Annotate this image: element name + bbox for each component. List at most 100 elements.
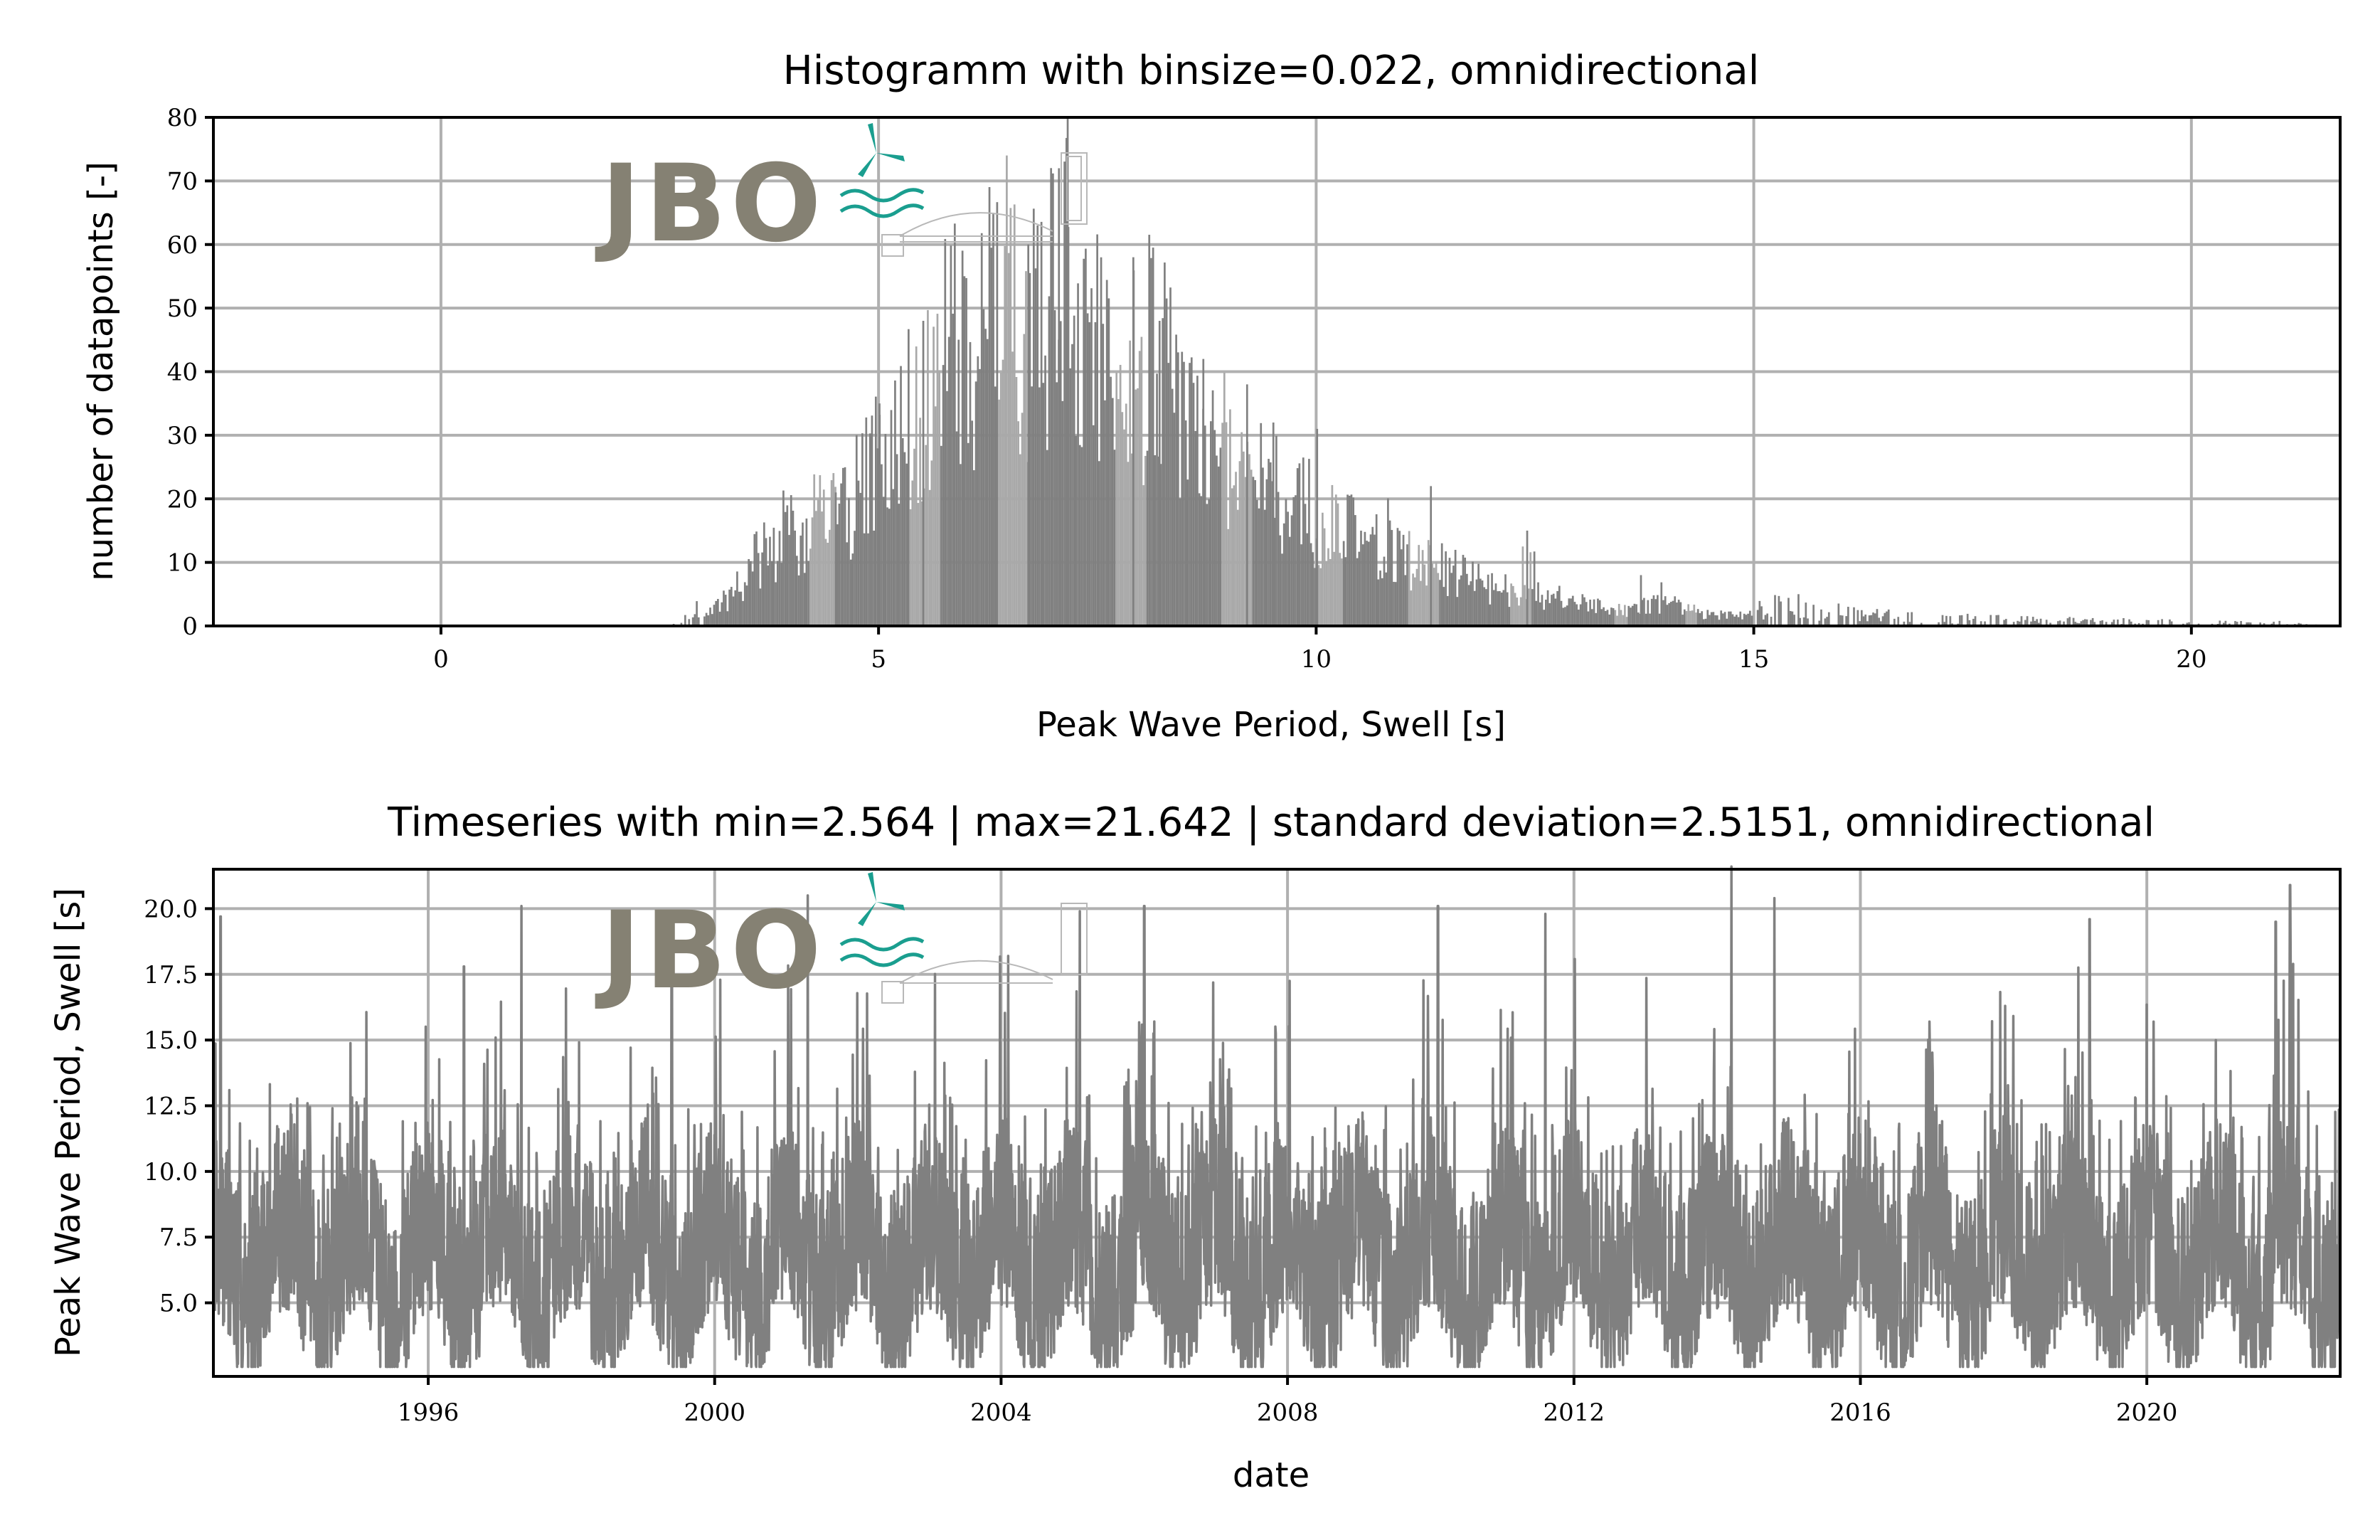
histogram-bar xyxy=(1319,568,1322,626)
histogram-bar xyxy=(748,558,750,626)
timeseries-ytick-label: 7.5 xyxy=(159,1223,198,1252)
histogram-bar xyxy=(1581,594,1584,626)
histogram-bar xyxy=(736,571,738,626)
histogram-bar xyxy=(797,575,800,626)
histogram-bar xyxy=(2063,621,2065,626)
histogram-bar xyxy=(969,341,972,626)
histogram-bar-peak xyxy=(1158,321,1161,626)
histogram-bar xyxy=(2093,622,2096,626)
histogram-bar xyxy=(1718,620,1721,626)
histogram-bar xyxy=(1470,581,1472,626)
histogram-bar xyxy=(1630,607,1632,626)
histogram-bar xyxy=(1025,271,1027,626)
histogram-bar xyxy=(1440,543,1443,626)
histogram-bar xyxy=(1225,422,1228,626)
histogram-bar xyxy=(1069,368,1072,626)
histogram-bar xyxy=(1878,617,1881,626)
histogram-ytick-label: 70 xyxy=(167,167,198,196)
histogram-bar xyxy=(755,531,758,626)
histogram-bar xyxy=(724,595,727,626)
histogram-bar xyxy=(1450,573,1453,626)
histogram-bar xyxy=(874,396,877,626)
histogram-bar xyxy=(1090,288,1093,626)
histogram-bar xyxy=(1227,529,1230,626)
histogram-bar xyxy=(1590,609,1593,626)
histogram-bar xyxy=(1966,613,1969,626)
histogram-bar xyxy=(1322,512,1324,626)
histogram-bar xyxy=(1418,545,1420,626)
wind-turbine-icon xyxy=(839,872,925,967)
histogram-bar xyxy=(867,533,869,626)
histogram-bar xyxy=(697,617,700,626)
histogram-bar xyxy=(2147,620,2150,626)
histogram-bar xyxy=(1576,604,1578,626)
histogram-bar xyxy=(998,399,1000,626)
histogram-bar xyxy=(1164,262,1166,626)
histogram-bar xyxy=(740,591,743,626)
histogram-bar xyxy=(1433,568,1435,626)
histogram-bar xyxy=(2072,617,2075,626)
timeseries-xlabel: date xyxy=(1233,1455,1309,1495)
histogram-bar xyxy=(1658,613,1661,626)
histogram-bar xyxy=(1181,351,1184,626)
histogram-bar xyxy=(1356,558,1359,626)
histogram-bar xyxy=(1381,578,1383,626)
histogram-bar xyxy=(1415,568,1418,626)
histogram-ytick-label: 20 xyxy=(167,485,198,514)
histogram-bar xyxy=(980,233,983,626)
histogram-bar xyxy=(841,467,844,626)
histogram-bar xyxy=(1296,468,1299,626)
histogram-bar-peak xyxy=(992,213,994,626)
histogram-bar xyxy=(900,366,902,626)
histogram-bar xyxy=(1127,462,1130,626)
histogram-bar xyxy=(1499,590,1501,626)
histogram-bar xyxy=(1029,272,1031,626)
timeseries-ytick-label: 10.0 xyxy=(144,1158,198,1186)
histogram-bar xyxy=(1292,496,1295,626)
histogram-bar xyxy=(1764,615,1767,626)
histogram-bar xyxy=(1007,253,1010,626)
histogram-bar xyxy=(1298,463,1301,626)
histogram-bar xyxy=(1807,618,1809,626)
histogram-bar xyxy=(873,531,875,626)
histogram-bar xyxy=(1080,447,1083,626)
histogram-bar xyxy=(1171,388,1174,626)
histogram-bar xyxy=(1466,573,1468,626)
histogram-bar xyxy=(1189,363,1191,626)
histogram-bar xyxy=(730,587,733,626)
histogram-bar xyxy=(1262,467,1264,626)
histogram-bar xyxy=(1739,611,1742,626)
histogram-bar xyxy=(1614,610,1617,626)
histogram-bar xyxy=(723,590,725,626)
histogram-bar xyxy=(2018,621,2021,626)
histogram-bar xyxy=(944,238,947,627)
timeseries-xtick-label: 1996 xyxy=(398,1398,459,1427)
histogram-bar xyxy=(1204,425,1206,626)
histogram-bar xyxy=(854,531,856,626)
histogram-bar xyxy=(1094,322,1097,626)
histogram-bar xyxy=(1312,552,1314,626)
timeseries-xtick-label: 2012 xyxy=(1544,1398,1605,1427)
histogram-bar xyxy=(1179,498,1181,626)
histogram-bar xyxy=(1196,376,1199,626)
histogram-bar xyxy=(1945,615,1948,626)
histogram-bar xyxy=(2036,619,2038,626)
histogram-bar xyxy=(1379,570,1381,626)
histogram-bar xyxy=(909,509,912,626)
histogram-bar xyxy=(1233,485,1236,626)
histogram-bar xyxy=(1706,610,1709,626)
histogram-xtick-label: 0 xyxy=(433,645,449,674)
histogram-bar xyxy=(1689,610,1691,626)
timeseries-xtick-label: 2008 xyxy=(1257,1398,1319,1427)
histogram-bar xyxy=(1635,604,1637,626)
histogram-bar xyxy=(1467,585,1470,626)
histogram-bar xyxy=(809,548,812,626)
histogram-bar xyxy=(1192,383,1195,626)
histogram-bar xyxy=(2222,622,2225,626)
histogram-bar xyxy=(1676,602,1678,626)
histogram-bar xyxy=(1123,429,1125,626)
histogram-bar xyxy=(1593,599,1595,626)
histogram-bar xyxy=(1104,400,1106,626)
histogram-bar xyxy=(2110,622,2113,626)
histogram-bar xyxy=(1152,248,1154,626)
